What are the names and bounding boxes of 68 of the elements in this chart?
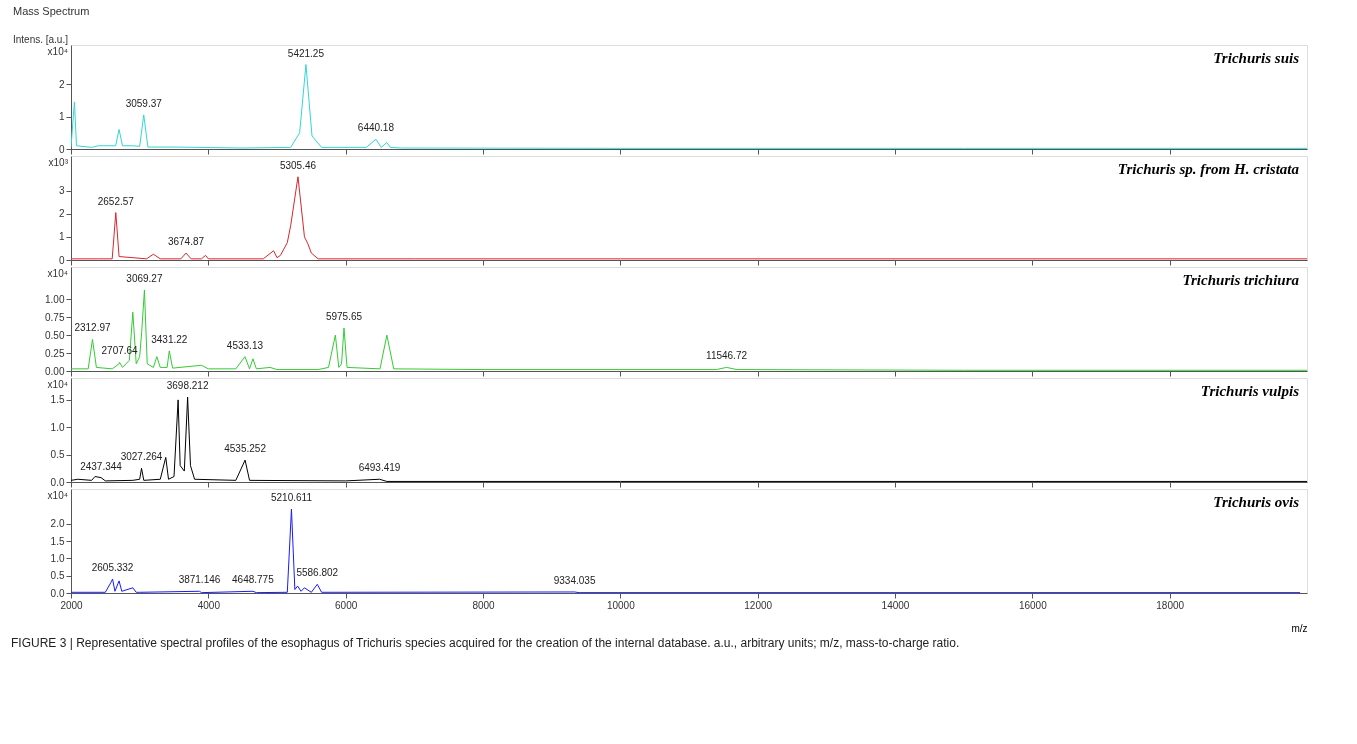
annotation: 3059.37 bbox=[125, 97, 163, 109]
y-tick-label: 1.0 bbox=[50, 552, 65, 564]
annotation: 3698.212 bbox=[166, 380, 209, 392]
annotation: 2652.57 bbox=[97, 195, 135, 207]
caption: FIGURE 3 | Representative spectral profiles of the esophagus of Trichuris species acquired for the creation of the internal database. a.u., arbitrary units; m/z, mass-to-charge ratio. bbox=[11, 636, 960, 650]
y-tick-label: 2 bbox=[58, 208, 65, 220]
y-tick-label: 1 bbox=[58, 231, 65, 243]
y-tick-label: 1.5 bbox=[50, 535, 65, 547]
y-tick-label: 1.00 bbox=[45, 293, 65, 305]
y-tick-label: 0 bbox=[58, 143, 65, 155]
x-tick-label: 16000 bbox=[1018, 599, 1048, 611]
annotation: 2605.332 bbox=[91, 562, 134, 574]
annotation: 3027.264 bbox=[120, 451, 163, 463]
annotation: 4533.13 bbox=[226, 339, 264, 351]
annotation: 3431.22 bbox=[151, 333, 188, 345]
annotation: 4648.775 bbox=[232, 574, 275, 586]
annotation: 3871.146 bbox=[178, 574, 221, 586]
y-tick-label: 0.50 bbox=[45, 329, 65, 341]
x-axis-title: m/z bbox=[1291, 622, 1308, 634]
annotation: 5421.25 bbox=[287, 47, 325, 59]
text: Trichuris suis bbox=[1213, 50, 1300, 66]
annotation: 11546.72 bbox=[706, 350, 748, 362]
y-tick-label: 3 bbox=[58, 185, 65, 197]
text: Trichuris vulpis bbox=[1200, 383, 1300, 399]
x-tick-label: 6000 bbox=[335, 599, 358, 611]
x-tick-label: 10000 bbox=[606, 599, 636, 611]
chart-title: Mass Spectrum bbox=[12, 5, 90, 17]
text: x10⁴ bbox=[47, 379, 68, 390]
annotation: 6440.18 bbox=[357, 122, 395, 134]
y-tick-label: 1 bbox=[58, 111, 65, 122]
x-tick-label: 14000 bbox=[881, 599, 910, 611]
y-tick-label: 0.0 bbox=[50, 587, 65, 599]
x-tick-label: 12000 bbox=[744, 599, 773, 611]
y-tick-label: 1.0 bbox=[50, 421, 65, 433]
y-tick-label: 0.00 bbox=[45, 365, 65, 377]
x-tick-label: 4000 bbox=[197, 599, 221, 611]
x-tick-label: 18000 bbox=[1156, 599, 1185, 611]
annotation: 3069.27 bbox=[126, 272, 163, 284]
text: x10⁴ bbox=[47, 268, 68, 279]
y-tick-label: 0.0 bbox=[50, 476, 65, 488]
x-tick-label: 2000 bbox=[60, 599, 84, 611]
annotation: 9334.035 bbox=[553, 574, 596, 586]
y-tick-label: 2.0 bbox=[50, 518, 65, 530]
annotation: 2437.344 bbox=[80, 460, 123, 472]
y-tick-label: 0.5 bbox=[50, 449, 65, 461]
y-tick-label: 1.5 bbox=[50, 394, 65, 406]
annotation: 5975.65 bbox=[325, 310, 363, 322]
text: x10⁴ bbox=[47, 490, 68, 501]
y-tick-label: 0.25 bbox=[45, 347, 65, 359]
text: x10³ bbox=[48, 157, 69, 168]
text: Trichuris trichiura bbox=[1182, 272, 1300, 288]
annotation: 5210.611 bbox=[270, 492, 313, 504]
x-tick-label: 8000 bbox=[472, 599, 496, 611]
y-tick-label: 0 bbox=[58, 254, 65, 266]
y-tick-label: 0.75 bbox=[45, 311, 65, 323]
y-axis-title: Intens. [a.u.] bbox=[12, 34, 69, 45]
annotation: 5305.46 bbox=[279, 159, 317, 171]
text: Trichuris ovis bbox=[1213, 494, 1300, 510]
annotation: 2312.97 bbox=[74, 322, 111, 334]
line-series bbox=[71, 508, 1301, 593]
text: x10⁴ bbox=[47, 46, 68, 57]
annotation: 5586.802 bbox=[296, 567, 339, 579]
y-tick-label: 2 bbox=[58, 78, 65, 90]
text: Trichuris sp. from H. cristata bbox=[1117, 161, 1300, 177]
annotation: 3674.87 bbox=[167, 236, 205, 248]
y-tick-label: 0.5 bbox=[50, 570, 65, 582]
annotation: 6493.419 bbox=[358, 462, 401, 474]
annotation: 4535.252 bbox=[224, 443, 267, 455]
